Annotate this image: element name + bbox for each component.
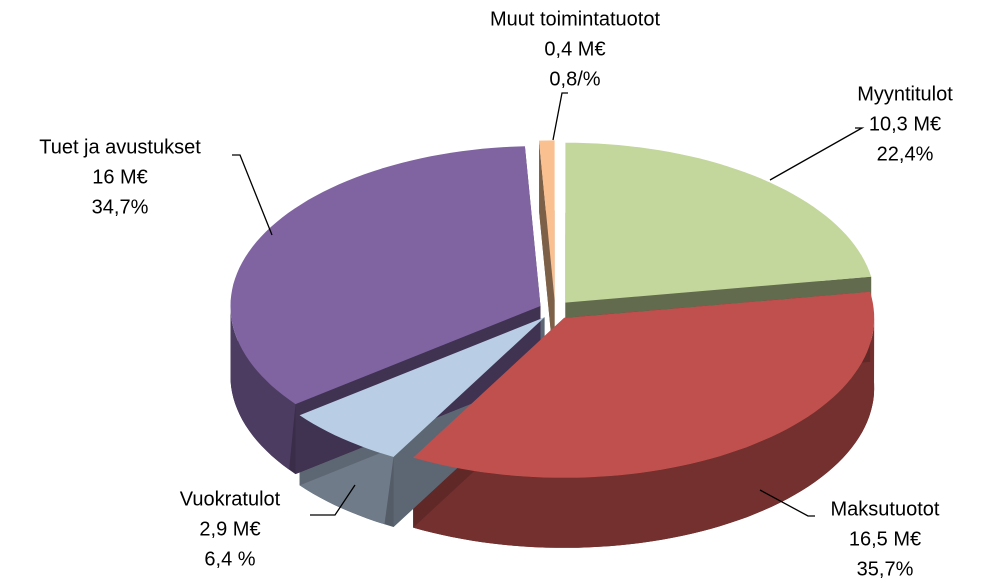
leader-line <box>769 127 865 181</box>
leader-line <box>759 489 815 517</box>
label-name: Vuokratulot <box>180 488 281 510</box>
slice-wall <box>230 306 296 470</box>
leader-line <box>552 92 568 141</box>
label-name: Myyntitulot <box>857 83 953 105</box>
label-name: Muut toimintatuotot <box>490 8 661 30</box>
slice <box>299 317 545 457</box>
slice <box>413 291 875 478</box>
label-percent: 35,7% <box>857 558 914 580</box>
label-percent: 6,4 % <box>204 548 255 570</box>
leader-line <box>310 484 356 516</box>
label-percent: 22,4% <box>877 143 934 165</box>
leader-line <box>232 154 273 236</box>
label-percent: 0,8/% <box>549 68 600 90</box>
label-name: Maksutuotot <box>831 498 940 520</box>
slice-cut <box>539 140 555 371</box>
label-amount: 2,9 M€ <box>199 518 260 540</box>
slice <box>539 140 555 301</box>
slice <box>565 142 872 303</box>
label-amount: 16,5 M€ <box>849 528 921 550</box>
slice <box>230 146 541 405</box>
label-name: Tuet ja avustukset <box>39 136 201 158</box>
label-amount: 0,4 M€ <box>544 38 605 60</box>
label-percent: 34,7% <box>92 196 149 218</box>
slice-wall <box>413 317 875 548</box>
label-amount: 10,3 M€ <box>869 113 941 135</box>
label-amount: 16 M€ <box>92 166 148 188</box>
